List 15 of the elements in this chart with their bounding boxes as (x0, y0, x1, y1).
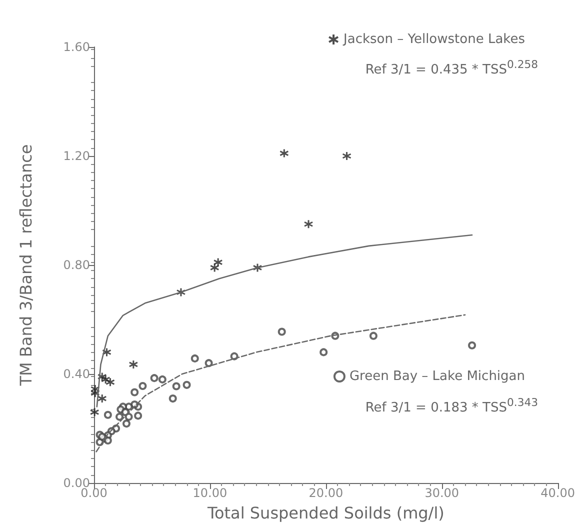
x-axis-title: Total Suspended Soilds (mg/l) (206, 504, 444, 522)
x-tick-label: 20.00 (308, 486, 344, 500)
y-axis-title: TM Band 3/Band 1 reflectance (16, 144, 36, 387)
x-tick-label: 10.00 (192, 486, 228, 500)
y-tick-label: 1.60 (63, 40, 90, 54)
y-tick-label: 0.40 (63, 367, 90, 381)
legend-label: Jackson – Yellowstone Lakes (342, 32, 526, 47)
annotation: Ref 3/1 = 0.183 * TSS$^{0.343}$ (365, 396, 538, 416)
annotation: Ref 3/1 = 0.435 * TSS$^{0.258}$ (365, 58, 538, 78)
x-tick-label: 40.00 (540, 486, 576, 500)
legend-label: Green Bay – Lake Michigan (349, 369, 526, 384)
y-tick-label: 1.20 (63, 149, 90, 163)
x-tick-label: 0.00 (80, 486, 108, 500)
x-tick-label: 30.00 (424, 486, 460, 500)
y-tick-label: 0.80 (63, 258, 90, 272)
